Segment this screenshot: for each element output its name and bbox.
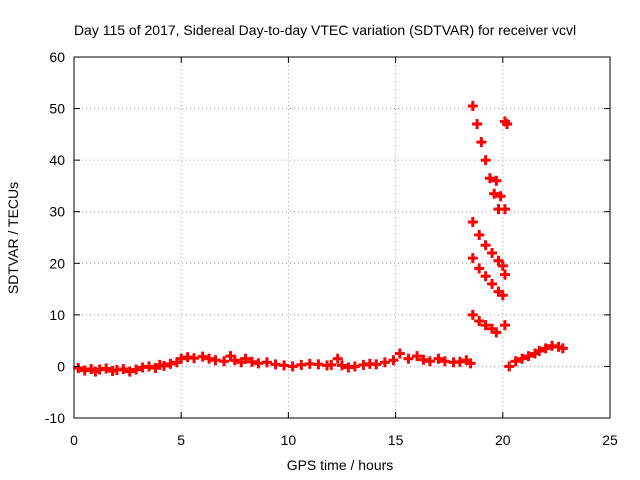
y-tick-label-1: 0 — [57, 358, 65, 374]
data-point-34 — [287, 361, 298, 372]
y-tick-label-4: 30 — [49, 204, 65, 220]
data-point-53 — [424, 356, 435, 367]
data-point-89 — [499, 269, 510, 280]
data-point-81 — [497, 290, 508, 301]
x-tick-label-1: 5 — [177, 432, 185, 448]
data-point-21 — [197, 351, 208, 362]
data-point-60 — [467, 100, 478, 111]
y-tick-label-5: 40 — [49, 152, 65, 168]
y-tick-label-0: -10 — [45, 410, 65, 426]
plot-frame — [73, 56, 611, 419]
data-point-79 — [487, 278, 498, 289]
x-tick-label-3: 15 — [388, 432, 404, 448]
data-point-63 — [480, 155, 491, 166]
y-axis-label: SDTVAR / TECUs — [5, 182, 21, 294]
data-point-90 — [499, 320, 510, 331]
data-point-41 — [337, 360, 347, 371]
y-tick-label-3: 20 — [49, 255, 65, 271]
data-point-10 — [131, 364, 142, 375]
data-point-57 — [454, 356, 465, 367]
data-point-54 — [433, 353, 444, 364]
data-point-36 — [304, 358, 315, 369]
data-point-52 — [418, 354, 429, 365]
y-tick-label-7: 60 — [49, 49, 65, 65]
data-point-96 — [534, 345, 545, 356]
x-tick-label-5: 25 — [602, 432, 618, 448]
data-point-61 — [472, 119, 483, 130]
data-point-64 — [484, 173, 495, 184]
chart-title: Day 115 of 2017, Sidereal Day-to-day VTE… — [74, 22, 576, 38]
x-tick-label-0: 0 — [70, 432, 78, 448]
data-point-92 — [510, 356, 521, 367]
data-point-93 — [517, 353, 528, 364]
x-axis-label: GPS time / hours — [287, 457, 394, 473]
data-point-18 — [176, 353, 187, 364]
data-point-82 — [467, 309, 478, 320]
data-point-8 — [118, 364, 129, 375]
data-point-15 — [159, 360, 170, 371]
y-tick-label-2: 10 — [49, 307, 65, 323]
data-point-31 — [261, 357, 272, 368]
data-point-24 — [219, 356, 230, 367]
data-point-70 — [467, 217, 478, 228]
data-point-9 — [124, 366, 135, 377]
data-point-50 — [403, 353, 414, 364]
data-point-40 — [332, 353, 343, 364]
data-point-33 — [279, 360, 290, 371]
data-point-69 — [499, 204, 510, 215]
data-point-29 — [246, 356, 257, 367]
data-point-75 — [497, 260, 508, 271]
data-point-22 — [204, 353, 215, 364]
data-point-0 — [73, 362, 84, 373]
data-point-16 — [165, 358, 176, 369]
data-point-59 — [465, 358, 476, 369]
data-point-68 — [495, 191, 506, 202]
data-point-37 — [313, 359, 324, 370]
data-point-20 — [189, 353, 200, 364]
data-point-23 — [210, 355, 221, 366]
data-point-48 — [388, 355, 399, 366]
data-point-94 — [523, 351, 534, 362]
data-point-49 — [394, 348, 405, 359]
x-tick-label-4: 20 — [495, 432, 511, 448]
data-point-77 — [474, 263, 485, 274]
data-point-97 — [540, 343, 551, 354]
data-point-5 — [101, 363, 112, 374]
data-point-62 — [476, 137, 487, 148]
data-point-67 — [491, 175, 502, 186]
data-point-30 — [253, 358, 264, 369]
data-point-46 — [371, 359, 382, 370]
data-point-74 — [493, 255, 504, 266]
data-point-72 — [480, 240, 491, 251]
data-point-91 — [504, 361, 515, 372]
data-point-71 — [474, 229, 485, 240]
data-point-35 — [296, 359, 307, 370]
data-point-47 — [379, 357, 390, 368]
data-point-86 — [491, 327, 502, 338]
data-point-88 — [502, 119, 513, 130]
x-tick-label-2: 10 — [281, 432, 297, 448]
y-tick-label-6: 50 — [49, 101, 65, 117]
data-point-43 — [349, 361, 360, 372]
data-point-55 — [439, 356, 450, 367]
data-point-39 — [326, 359, 337, 370]
data-point-76 — [467, 253, 478, 264]
data-point-51 — [412, 351, 423, 362]
data-point-1 — [79, 365, 90, 376]
data-point-32 — [270, 359, 281, 370]
data-point-73 — [487, 247, 498, 258]
ticks: 0 5 10 15 20 25 -10 0 10 20 30 40 50 60 — [45, 49, 618, 448]
data-points — [73, 100, 568, 377]
data-point-84 — [480, 320, 491, 331]
data-point-26 — [229, 355, 240, 366]
data-point-83 — [474, 316, 485, 327]
data-point-65 — [489, 188, 500, 199]
data-point-28 — [240, 353, 251, 364]
data-point-12 — [144, 361, 155, 372]
data-point-100 — [557, 343, 568, 354]
data-point-78 — [480, 271, 491, 282]
